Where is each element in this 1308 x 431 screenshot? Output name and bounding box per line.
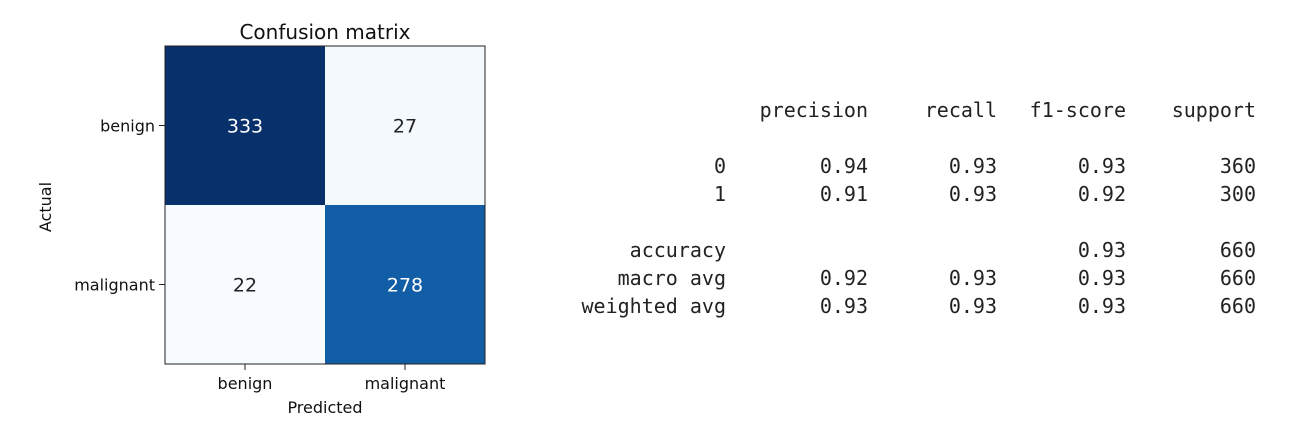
x-tick-label: malignant	[365, 374, 446, 393]
report-cell: 0.93	[1077, 294, 1126, 318]
report-row-label: 0	[713, 154, 726, 178]
report-cell: 0.93	[948, 294, 997, 318]
heatmap-cell-2-1	[165, 205, 325, 364]
report-cell: 660	[1219, 266, 1256, 290]
y-tick-label: benign	[100, 117, 155, 136]
cell-value-label: 27	[393, 116, 417, 138]
plot-frame	[164, 45, 486, 365]
report-row-label: accuracy	[629, 238, 726, 262]
report-cell: 300	[1219, 182, 1256, 206]
report-cell: 0.92	[819, 266, 868, 290]
report-cell: 0.91	[819, 182, 868, 206]
report-header-support: support	[1171, 98, 1256, 122]
report-cell: 0.92	[1077, 182, 1126, 206]
x-tick-label: benign	[218, 374, 273, 393]
report-cell: 0.93	[948, 182, 997, 206]
report-row-label: weighted avg	[581, 294, 727, 318]
report-header-precision: precision	[759, 98, 868, 122]
report-cell: 0.93	[948, 266, 997, 290]
report-cell: 660	[1219, 238, 1256, 262]
cell-value-label: 333	[227, 116, 263, 138]
heatmap-cell-1-2	[325, 46, 485, 205]
report-cell: 0.93	[1077, 238, 1126, 262]
report-cell: 0.93	[819, 294, 868, 318]
confusion-matrix-figure: Confusion matrix 333 27 22 278 benign malign…	[36, 20, 486, 417]
report-row-label: macro avg	[617, 266, 726, 290]
heatmap-cell-2-2	[325, 205, 485, 364]
y-axis-label: Actual	[36, 182, 55, 232]
report-cell: 0.93	[948, 154, 997, 178]
y-tick-label: malignant	[74, 276, 155, 295]
report-row-label: 1	[713, 182, 726, 206]
report-cell: 660	[1219, 294, 1256, 318]
report-header-recall: recall	[924, 98, 997, 122]
report-cell: 360	[1219, 154, 1256, 178]
report-cell: 0.93	[1077, 266, 1126, 290]
heatmap-cell-1-1	[165, 46, 325, 205]
axis-ticks: benign malignant benign malignant	[74, 117, 445, 394]
x-axis-label: Predicted	[287, 398, 362, 417]
report-header-f1-score: f1-score	[1029, 98, 1126, 122]
report-cell: 0.94	[819, 154, 868, 178]
cell-value-label: 22	[233, 275, 257, 297]
report-cell: 0.93	[1077, 154, 1126, 178]
cell-value-label: 278	[387, 275, 423, 297]
chart-title: Confusion matrix	[239, 20, 410, 44]
heatmap-cells: 333 27 22 278	[165, 46, 485, 364]
